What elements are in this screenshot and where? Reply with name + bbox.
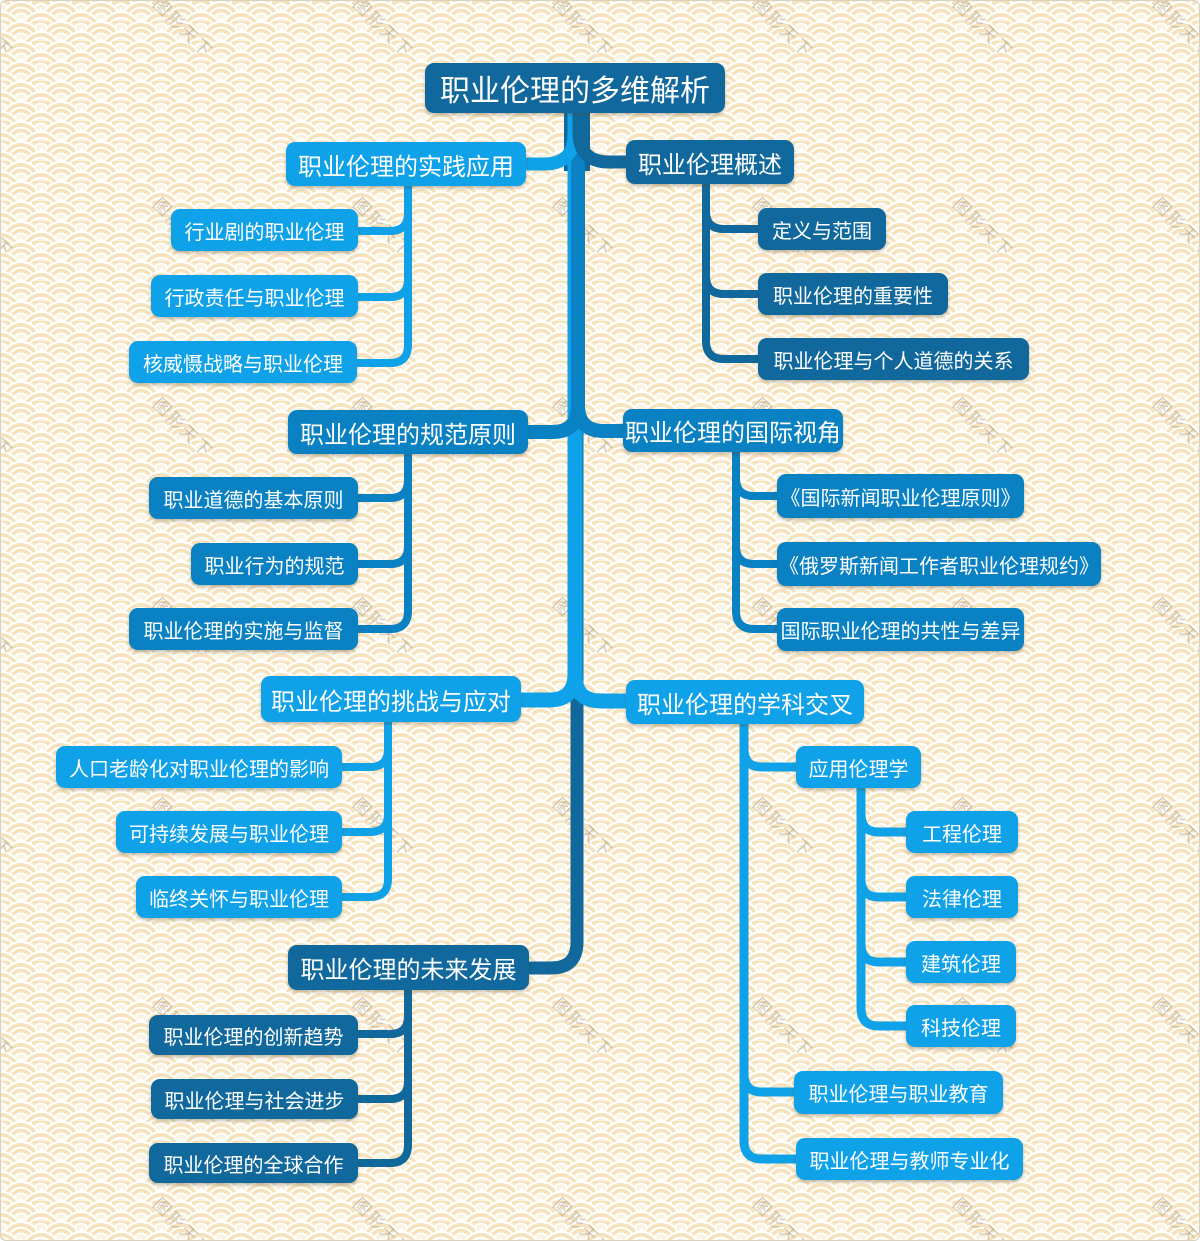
node-hospice-care-ethics[interactable]: 临终关怀与职业伦理 — [136, 876, 342, 918]
connectors-challenges — [337, 718, 392, 901]
node-technology-ethics[interactable]: 科技伦理 — [906, 1005, 1016, 1047]
node-personal-morality-relation[interactable]: 职业伦理与个人道德的关系 — [758, 338, 1029, 380]
node-russian-journalists-ethics-code[interactable]: 《俄罗斯新闻工作者职业伦理规约》 — [777, 542, 1101, 586]
connectors-overview — [702, 180, 763, 363]
node-sustainable-development[interactable]: 可持续发展与职业伦理 — [116, 811, 342, 853]
node-vocational-education[interactable]: 职业伦理与职业教育 — [794, 1071, 1003, 1114]
node-innovation-trends[interactable]: 职业伦理的创新趋势 — [149, 1015, 358, 1055]
branch-international-perspective[interactable]: 职业伦理的国际视角 — [623, 409, 843, 452]
trunk-ribbon-interdisciplinary — [567, 111, 636, 709]
connectors-international-perspective — [732, 448, 782, 633]
node-basic-moral-principles[interactable]: 职业道德的基本原则 — [149, 477, 358, 519]
node-global-cooperation[interactable]: 职业伦理的全球合作 — [149, 1143, 358, 1183]
connectors-practical-application — [353, 182, 412, 367]
trunk-ribbon-international-perspective — [571, 112, 632, 438]
connectors-future-development — [353, 986, 412, 1167]
node-social-progress[interactable]: 职业伦理与社会进步 — [151, 1079, 358, 1119]
node-architecture-ethics[interactable]: 建筑伦理 — [906, 941, 1016, 983]
node-legal-ethics[interactable]: 法律伦理 — [906, 876, 1018, 918]
node-professional-conduct-norms[interactable]: 职业行为的规范 — [191, 543, 358, 585]
connectors-normative-principles — [353, 450, 412, 633]
connectors-interdisciplinary — [739, 719, 912, 1164]
node-nuclear-deterrence-ethics[interactable]: 核威慑战略与职业伦理 — [129, 341, 357, 383]
node-implementation-supervision[interactable]: 职业伦理的实施与监督 — [129, 608, 358, 650]
node-engineering-ethics[interactable]: 工程伦理 — [906, 811, 1018, 853]
branch-practical-application[interactable]: 职业伦理的实践应用 — [286, 142, 526, 186]
trunk-ribbon-future-development — [524, 112, 584, 975]
branch-challenges-responses[interactable]: 职业伦理的挑战与应对 — [261, 676, 521, 722]
node-teacher-professionalization[interactable]: 职业伦理与教师专业化 — [796, 1138, 1023, 1180]
node-applied-ethics[interactable]: 应用伦理学 — [796, 746, 921, 788]
node-intl-journalism-ethics-principles[interactable]: 《国际新闻职业伦理原则》 — [777, 474, 1024, 518]
node-aging-population-impact[interactable]: 人口老龄化对职业伦理的影响 — [56, 746, 342, 788]
node-definition-scope[interactable]: 定义与范围 — [758, 208, 886, 250]
trunk-ribbon-challenges — [515, 111, 583, 708]
branch-overview[interactable]: 职业伦理概述 — [626, 140, 794, 184]
node-administrative-responsibility[interactable]: 行政责任与职业伦理 — [151, 275, 358, 317]
branch-interdisciplinary[interactable]: 职业伦理的学科交叉 — [626, 680, 864, 724]
root-node[interactable]: 职业伦理的多维解析 — [425, 63, 725, 113]
branch-future-development[interactable]: 职业伦理的未来发展 — [288, 945, 529, 990]
node-importance[interactable]: 职业伦理的重要性 — [758, 273, 948, 315]
node-industry-drama-ethics[interactable]: 行业剧的职业伦理 — [171, 209, 358, 251]
node-commonalities-differences[interactable]: 国际职业伦理的共性与差异 — [777, 608, 1024, 651]
trunk-ribbon-overview — [572, 106, 635, 169]
branch-normative-principles[interactable]: 职业伦理的规范原则 — [288, 410, 528, 454]
